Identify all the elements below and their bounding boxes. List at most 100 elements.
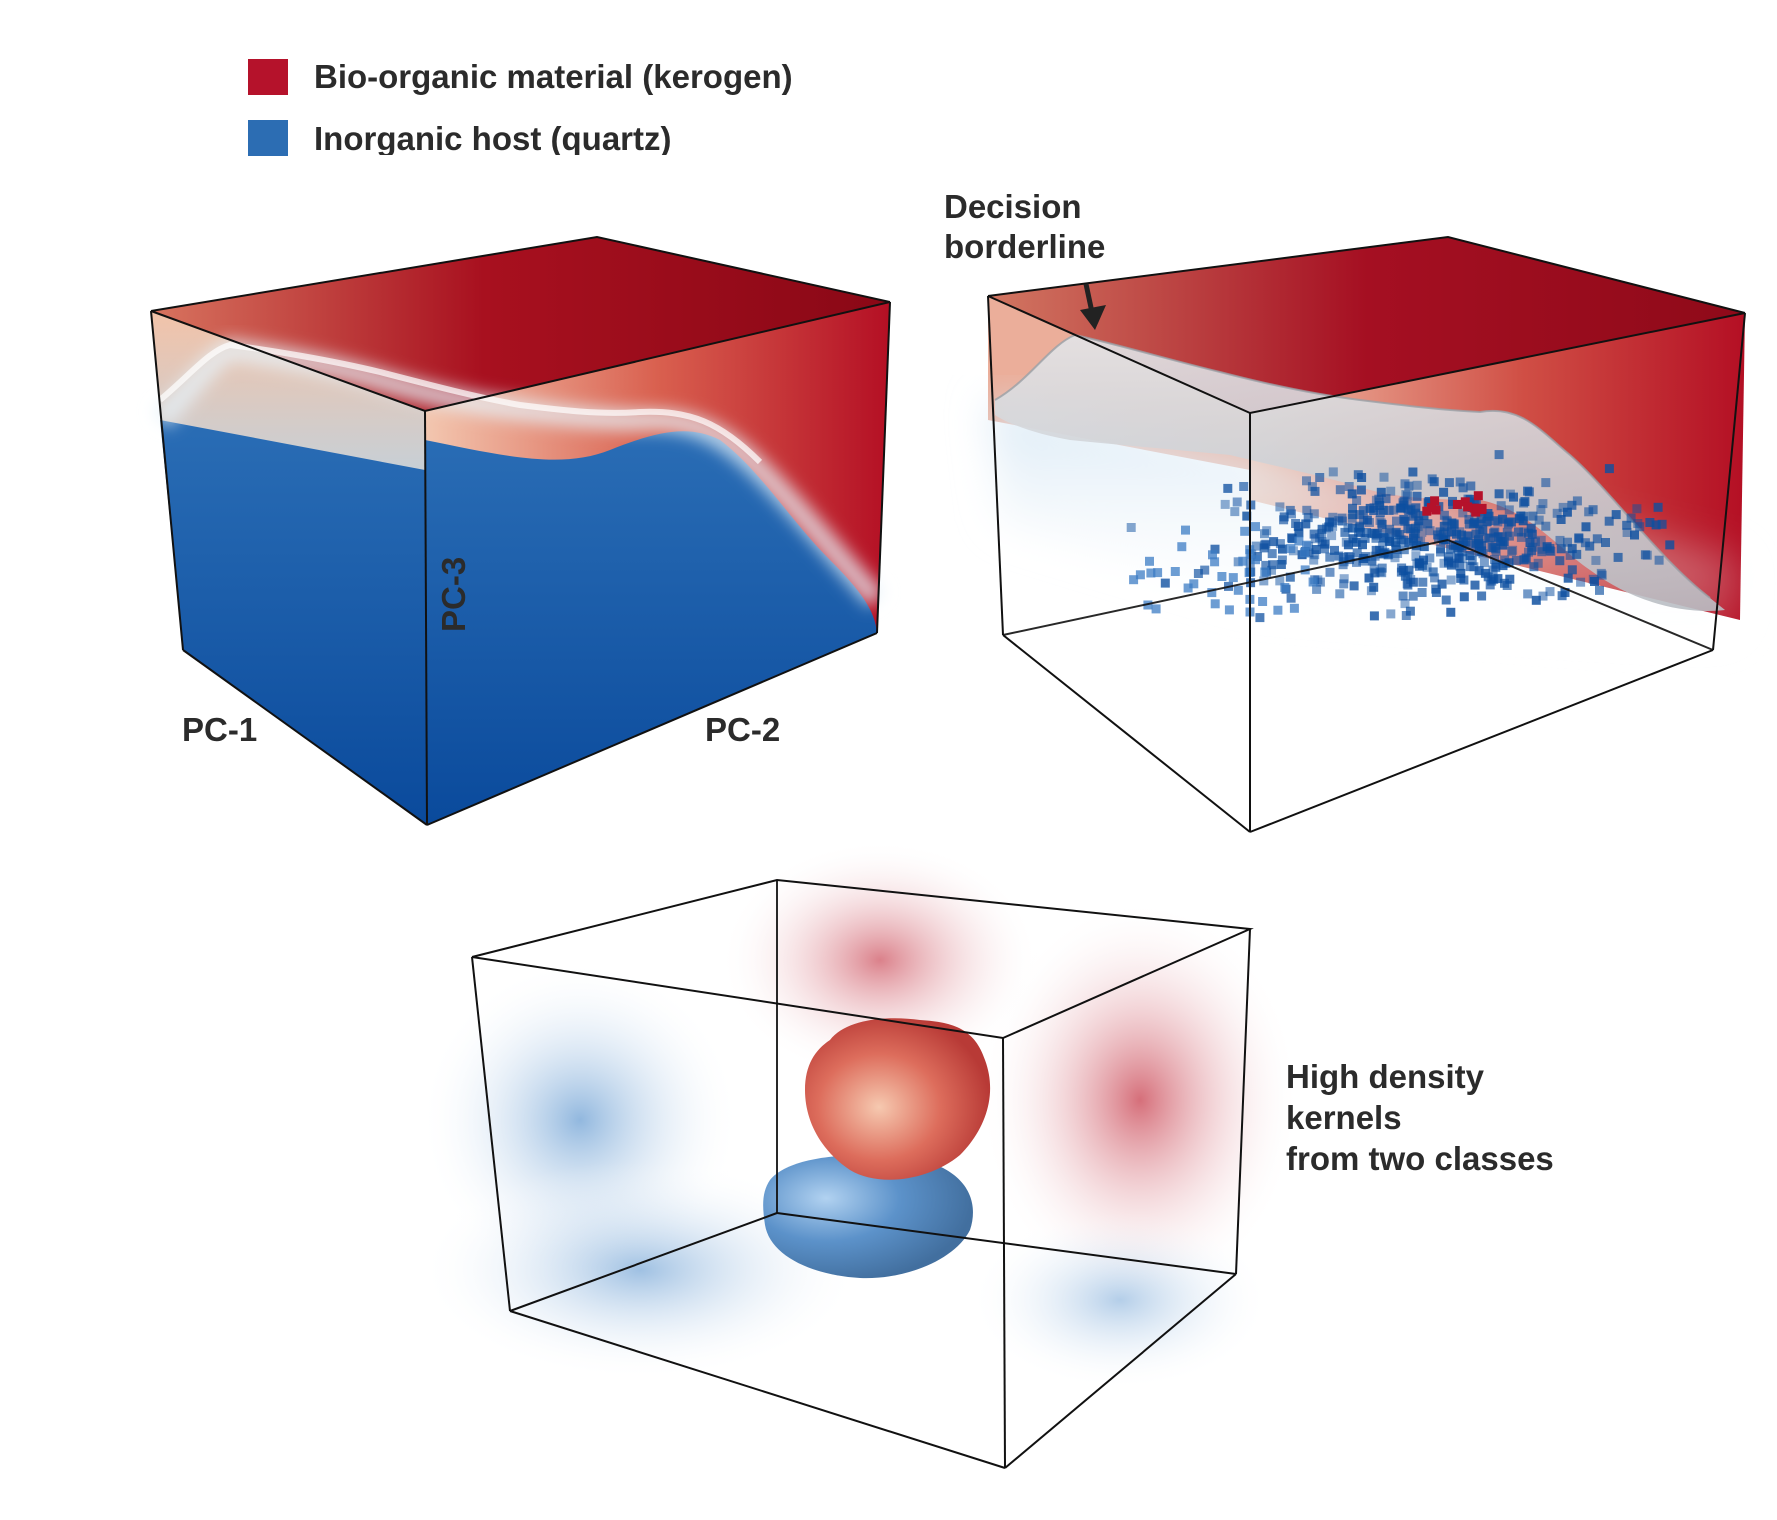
kernels-caption-3: from two classes bbox=[1286, 1140, 1554, 1177]
scatter-point bbox=[1399, 535, 1409, 545]
scatter-point bbox=[1665, 540, 1675, 550]
scatter-point bbox=[1273, 605, 1283, 615]
scatter-point bbox=[1534, 515, 1544, 525]
scatter-point bbox=[1508, 545, 1518, 555]
scatter-point bbox=[1317, 528, 1327, 538]
scatter-point bbox=[1414, 516, 1424, 526]
scatter-point bbox=[1251, 522, 1260, 532]
scatter-point bbox=[1294, 528, 1304, 538]
scatter-point bbox=[1558, 502, 1568, 512]
scatter-point bbox=[1588, 574, 1598, 584]
scatter-point bbox=[1403, 524, 1413, 534]
scatter-point bbox=[1341, 537, 1351, 547]
scatter-point bbox=[1356, 485, 1366, 495]
scatter-point bbox=[1381, 494, 1391, 504]
scatter-point bbox=[1456, 568, 1466, 578]
scatter-point bbox=[1223, 483, 1233, 493]
scatter-point bbox=[1390, 553, 1400, 563]
scatter-point bbox=[1396, 503, 1406, 513]
scatter-point bbox=[1369, 611, 1379, 621]
scatter-point bbox=[1425, 526, 1435, 536]
scatter-point bbox=[1352, 548, 1362, 558]
scatter-point bbox=[1402, 579, 1412, 589]
scatter-point bbox=[1383, 550, 1393, 560]
scatter-point bbox=[1286, 544, 1296, 554]
scatter-point bbox=[1385, 524, 1395, 534]
scatter-point bbox=[1151, 604, 1161, 614]
scatter-point bbox=[1597, 570, 1607, 580]
scatter-point bbox=[1642, 550, 1652, 560]
scatter-point bbox=[1310, 550, 1320, 560]
scatter-point bbox=[1391, 538, 1401, 547]
scatter-point bbox=[1275, 502, 1285, 512]
scatter-point bbox=[1431, 584, 1441, 594]
scatter-point bbox=[1386, 486, 1396, 496]
scatter-point bbox=[1352, 496, 1362, 505]
scatter-point bbox=[1537, 547, 1547, 557]
scatter-point bbox=[1126, 523, 1136, 532]
scatter-point bbox=[1422, 562, 1432, 572]
scatter-point bbox=[1441, 595, 1451, 605]
scatter-point bbox=[1536, 505, 1546, 515]
scatter-point bbox=[1294, 536, 1304, 546]
scatter-point bbox=[1375, 501, 1385, 510]
scatter-point bbox=[1374, 494, 1384, 504]
scatter-point bbox=[1494, 489, 1504, 499]
scatter-point bbox=[1487, 576, 1497, 586]
scatter-point bbox=[1425, 553, 1435, 563]
scatter-point bbox=[1269, 537, 1279, 547]
scatter-point bbox=[1358, 540, 1367, 550]
scatter-point bbox=[1531, 595, 1541, 605]
scatter-point bbox=[1376, 518, 1386, 528]
scatter-point bbox=[1464, 519, 1474, 529]
scatter-point bbox=[1349, 581, 1359, 591]
scatter-point bbox=[1367, 529, 1377, 539]
scatter-point bbox=[1260, 529, 1269, 539]
scatter-point-red bbox=[1463, 502, 1473, 512]
scatter-point bbox=[1567, 500, 1577, 510]
scatter-point bbox=[1408, 591, 1418, 601]
scatter-point bbox=[1258, 597, 1268, 606]
scatter-point bbox=[1287, 534, 1297, 544]
scatter-point-red bbox=[1460, 497, 1470, 507]
scatter-point bbox=[1309, 529, 1319, 539]
scatter-point bbox=[1446, 575, 1456, 585]
scatter-point bbox=[1301, 519, 1311, 529]
scatter-point bbox=[1514, 514, 1524, 524]
scatter-point bbox=[1337, 513, 1347, 523]
scatter-point bbox=[1466, 481, 1476, 491]
scatter-point bbox=[1359, 515, 1369, 525]
scatter-point bbox=[1410, 529, 1420, 539]
scatter-point bbox=[1471, 529, 1481, 539]
scatter-point bbox=[1334, 551, 1344, 561]
scatter-point bbox=[1355, 528, 1365, 537]
scatter-point bbox=[1514, 527, 1523, 537]
scatter-point bbox=[1437, 579, 1447, 589]
panel-b-cube bbox=[987, 235, 1746, 833]
scatter-point bbox=[1335, 589, 1345, 599]
scatter-point bbox=[1251, 541, 1261, 551]
scatter-point bbox=[1565, 550, 1575, 560]
scatter-point bbox=[1325, 552, 1335, 562]
scatter-point bbox=[1308, 577, 1318, 587]
scatter-point bbox=[1240, 526, 1250, 536]
scatter-point bbox=[1552, 508, 1562, 518]
scatter-point bbox=[1657, 519, 1667, 529]
scatter-point bbox=[1541, 521, 1551, 531]
scatter-point bbox=[1411, 551, 1421, 561]
scatter-point bbox=[1255, 613, 1265, 623]
scatter-point bbox=[1313, 575, 1323, 585]
scatter-point bbox=[1145, 556, 1154, 566]
scatter-point bbox=[1482, 517, 1492, 527]
scatter-point bbox=[1312, 584, 1322, 594]
scatter-point bbox=[1479, 558, 1489, 568]
scatter-point bbox=[1418, 577, 1428, 587]
scatter-point bbox=[1439, 521, 1449, 531]
scatter-point bbox=[1461, 537, 1471, 547]
scatter-point bbox=[1491, 546, 1501, 556]
scatter-point bbox=[1536, 535, 1546, 545]
scatter-point bbox=[1361, 528, 1371, 537]
scatter-point bbox=[1446, 607, 1456, 617]
scatter-point bbox=[1360, 533, 1370, 543]
scatter-point bbox=[1366, 586, 1376, 596]
